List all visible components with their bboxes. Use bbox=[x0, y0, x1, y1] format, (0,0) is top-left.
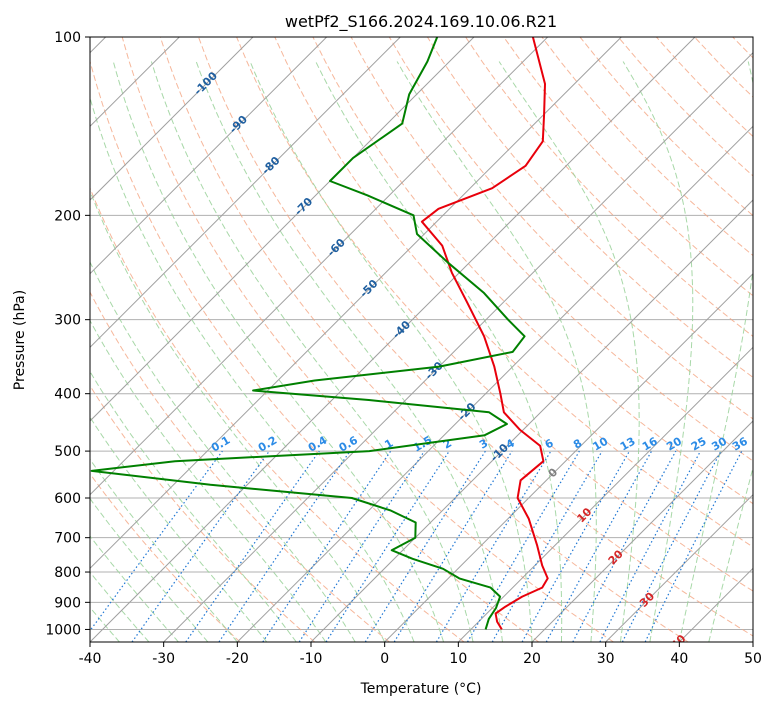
dry-adiabat bbox=[388, 37, 753, 420]
moist-adiabat bbox=[90, 319, 327, 642]
dry-adiabat bbox=[236, 37, 753, 592]
moist-adiabat bbox=[396, 61, 597, 642]
y-tick-label: 400 bbox=[54, 387, 81, 403]
moist-adiabat bbox=[678, 61, 753, 642]
mixing-ratio-line bbox=[521, 450, 631, 642]
x-tick-label: 30 bbox=[597, 651, 615, 667]
mixing-ratio-line bbox=[298, 450, 425, 642]
isotherm-line bbox=[310, 199, 753, 642]
x-tick-label: 40 bbox=[670, 651, 688, 667]
moist-adiabat bbox=[90, 260, 356, 642]
mixing-ratio-line bbox=[545, 450, 653, 642]
chart-title: wetPf2_S166.2024.169.10.06.R21 bbox=[285, 12, 557, 32]
isotherm-line bbox=[90, 37, 622, 570]
temperature-profile bbox=[420, 37, 549, 630]
y-tick-label: 100 bbox=[54, 30, 81, 46]
mixing-ratio-line bbox=[90, 450, 223, 632]
plot-frame bbox=[89, 36, 754, 643]
moist-adiabat bbox=[622, 61, 694, 642]
moist-adiabat bbox=[90, 96, 415, 642]
mixing-ratio-line bbox=[131, 450, 270, 642]
y-tick-label: 1000 bbox=[45, 622, 81, 638]
isotherm-line bbox=[90, 37, 254, 201]
y-tick-label: 700 bbox=[54, 531, 81, 547]
dry-adiabat bbox=[90, 59, 540, 642]
x-axis-title: Temperature (°C) bbox=[360, 681, 482, 697]
dry-adiabat bbox=[312, 37, 753, 505]
moist-adiabat bbox=[90, 571, 150, 642]
dry-adiabat bbox=[350, 37, 753, 462]
dewpoint-profile bbox=[90, 37, 526, 630]
mixing-ratio-line bbox=[185, 450, 320, 642]
isotherm-line bbox=[531, 420, 753, 642]
x-tick-label: 20 bbox=[523, 651, 541, 667]
dry-adiabat bbox=[90, 472, 241, 642]
dry-adiabat bbox=[503, 37, 753, 297]
isotherm-line bbox=[457, 346, 753, 642]
isotherm-line bbox=[605, 493, 753, 642]
x-tick-label: 10 bbox=[449, 651, 467, 667]
moist-adiabat bbox=[708, 466, 753, 642]
mixing-ratio-line bbox=[393, 450, 513, 642]
mixing-ratio-line bbox=[262, 450, 392, 642]
dry-adiabat bbox=[159, 37, 689, 642]
y-tick-label: 300 bbox=[54, 313, 81, 329]
isotherm-line bbox=[384, 272, 753, 642]
isotherm-line bbox=[90, 37, 549, 496]
dry-adiabat bbox=[121, 37, 614, 642]
moist-adiabat bbox=[90, 535, 179, 642]
y-tick-label: 500 bbox=[54, 444, 81, 460]
x-tick-label: -10 bbox=[300, 651, 323, 667]
moist-adiabat bbox=[315, 61, 563, 642]
dry-adiabat bbox=[90, 186, 465, 642]
isotherm-line bbox=[90, 37, 328, 275]
mixing-ratio-line bbox=[218, 450, 351, 642]
moist-adiabat bbox=[150, 61, 474, 642]
dry-adiabat bbox=[90, 384, 316, 642]
moist-adiabat bbox=[112, 61, 445, 642]
y-tick-label: 200 bbox=[54, 208, 81, 224]
moist-adiabat bbox=[249, 61, 533, 642]
x-tick-label: 50 bbox=[744, 651, 762, 667]
x-tick-label: 0 bbox=[380, 651, 389, 667]
moist-adiabat bbox=[498, 61, 640, 642]
moist-adiabat bbox=[90, 189, 386, 642]
mixing-ratio-line bbox=[325, 450, 450, 642]
x-tick-label: -20 bbox=[226, 651, 249, 667]
mixing-ratio-line bbox=[572, 450, 677, 642]
moist-adiabat bbox=[90, 458, 238, 642]
isotherm-line bbox=[90, 37, 401, 349]
isotherm-line bbox=[90, 37, 696, 642]
isotherm-line bbox=[163, 51, 753, 642]
y-axis-title: Pressure (hPa) bbox=[12, 290, 28, 390]
dry-adiabat bbox=[274, 37, 753, 548]
y-tick-label: 600 bbox=[54, 491, 81, 507]
moist-adiabat bbox=[90, 497, 209, 642]
dry-adiabat bbox=[465, 37, 753, 338]
x-tick-label: -30 bbox=[152, 651, 175, 667]
x-tick-label: -40 bbox=[79, 651, 102, 667]
isotherm-label: 40 bbox=[668, 632, 688, 652]
isotherm-line bbox=[90, 37, 475, 422]
y-tick-label: 900 bbox=[54, 595, 81, 611]
mixing-ratio-line bbox=[644, 450, 743, 642]
y-tick-label: 800 bbox=[54, 565, 81, 581]
plot-area bbox=[90, 37, 753, 642]
isotherm-line bbox=[236, 125, 753, 642]
